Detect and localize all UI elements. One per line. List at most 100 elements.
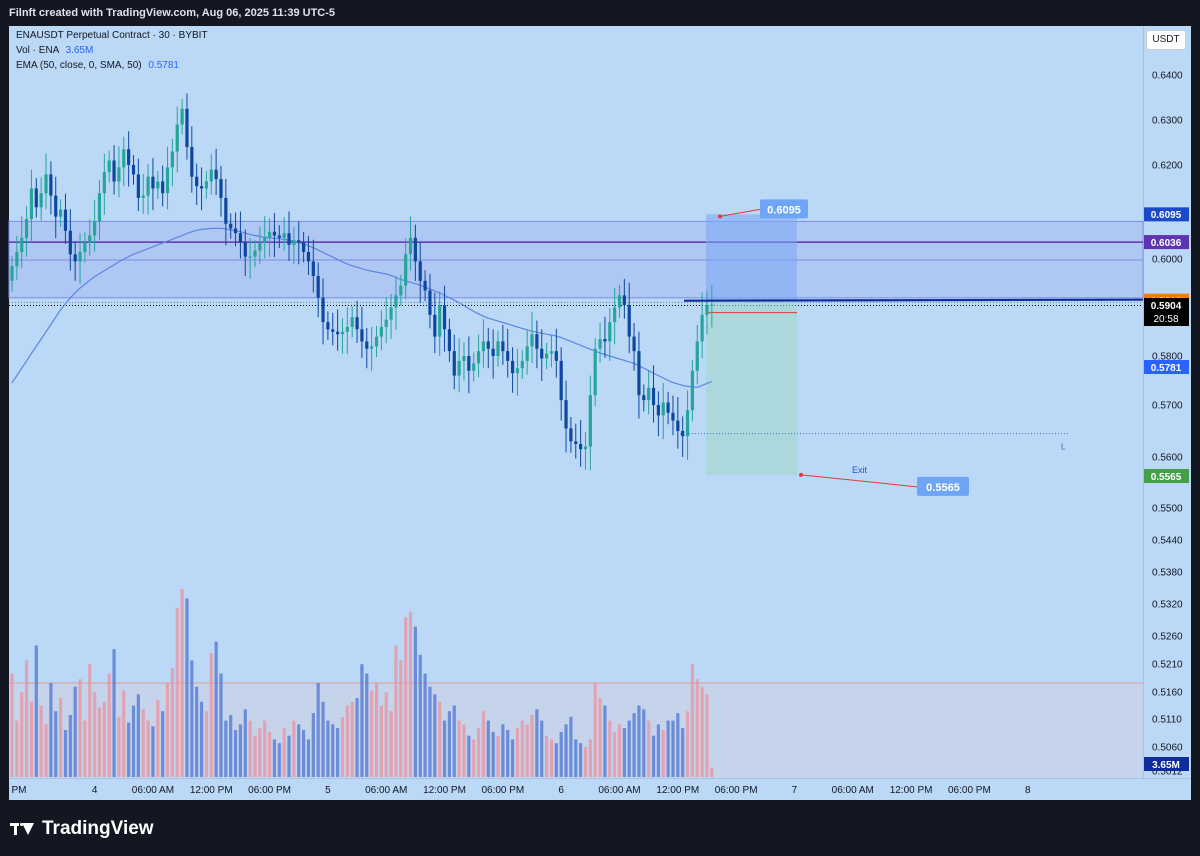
candle	[336, 309, 340, 351]
volume-bar	[666, 720, 670, 777]
candle-body	[199, 186, 204, 189]
candle-body	[44, 174, 48, 194]
candle-body	[603, 339, 607, 342]
volume-bar	[501, 724, 505, 777]
candle	[267, 218, 272, 257]
volume-bar	[525, 724, 529, 777]
candle	[214, 148, 218, 196]
price-tick-label: 0.6000	[1152, 255, 1183, 266]
legend-ema: EMA (50, close, 0, SMA, 50) 0.5781	[16, 60, 179, 71]
candle-body	[340, 331, 345, 335]
candle-body	[700, 314, 704, 342]
candle-body	[593, 348, 597, 396]
candle	[627, 282, 631, 354]
volume-bar	[195, 686, 199, 777]
volume-bar	[253, 735, 257, 777]
volume-bar	[73, 686, 77, 777]
price-tick-label: 0.5110	[1152, 715, 1182, 726]
candle	[311, 239, 315, 293]
candle	[248, 237, 252, 279]
volume-bar	[593, 683, 597, 777]
candle-body	[83, 242, 87, 252]
candle-body	[102, 172, 106, 194]
price-tick-label: 0.5160	[1152, 688, 1183, 699]
candle-body	[510, 360, 515, 374]
candle	[559, 347, 563, 421]
candle	[243, 229, 247, 276]
candle-body	[491, 348, 495, 356]
volume-bar	[175, 607, 179, 777]
candle	[253, 240, 257, 268]
candle	[457, 338, 461, 393]
candle-body	[24, 219, 29, 238]
volume-bar	[690, 664, 694, 777]
candle	[510, 347, 515, 393]
candle	[29, 169, 34, 241]
exit-price-badge-box	[1144, 469, 1189, 483]
brand-name: TradingView	[42, 818, 154, 839]
volume-bar	[569, 716, 573, 777]
candle-body	[267, 231, 272, 238]
candle-body	[10, 266, 14, 281]
candle	[666, 391, 670, 425]
volume-bar	[345, 705, 349, 777]
volume-bar	[34, 645, 38, 777]
volume-bar	[243, 709, 247, 777]
volume-bar	[559, 731, 563, 777]
countdown-text: 20:58	[1153, 314, 1178, 325]
volume-bar	[622, 728, 626, 777]
volume-bar	[331, 724, 335, 777]
candle-body	[438, 305, 442, 337]
candle	[170, 138, 174, 187]
chart-pane[interactable]	[9, 26, 1143, 778]
target-label-box	[760, 199, 808, 219]
candle-body	[287, 233, 291, 245]
candle-body	[501, 341, 505, 352]
time-tick-label: 00 PM	[0, 785, 26, 796]
candle-body	[326, 322, 330, 330]
legend-ema-value: 0.5781	[148, 60, 179, 71]
candle	[530, 311, 534, 363]
candle-body	[336, 331, 340, 335]
candle	[583, 432, 588, 470]
candle-body	[632, 336, 636, 352]
candle-body	[170, 151, 174, 168]
candle	[175, 106, 179, 173]
time-scale[interactable]	[9, 778, 1191, 800]
currency-badge[interactable]: USDT	[1146, 30, 1186, 50]
candle	[515, 348, 520, 396]
volume-bar	[127, 722, 131, 777]
time-tick-label: 06:00 PM	[481, 785, 524, 796]
volume-bar	[68, 714, 72, 777]
candle-body	[253, 250, 257, 257]
candle-body	[127, 149, 131, 165]
candle	[122, 136, 126, 187]
volume-bar	[452, 705, 456, 777]
candle	[569, 416, 573, 453]
volume-bar	[204, 711, 208, 777]
volume-bar	[447, 711, 451, 777]
price-scale[interactable]	[1143, 26, 1191, 778]
candle	[272, 212, 277, 258]
candle-body	[195, 176, 199, 187]
candle	[127, 131, 131, 187]
candle-body	[613, 307, 617, 323]
volume-bar	[233, 730, 238, 777]
candle-body	[496, 341, 500, 356]
volume-bar	[83, 720, 87, 777]
price-tick-label: 0.5012	[1152, 767, 1183, 778]
volume-bar	[29, 701, 34, 777]
volume-bar	[316, 683, 320, 777]
target-price-badge-text: 0.6095	[1151, 210, 1182, 221]
volume-bar	[389, 711, 393, 777]
candle-body	[705, 305, 709, 315]
candle	[136, 158, 140, 212]
candle	[287, 211, 291, 261]
volume-bar	[165, 683, 170, 777]
candle	[219, 165, 223, 217]
level-price-badge-box	[1144, 235, 1189, 250]
candle-body	[97, 193, 102, 222]
exit-text: Exit	[852, 465, 868, 475]
volume-bar	[545, 735, 549, 777]
candle	[54, 176, 58, 239]
